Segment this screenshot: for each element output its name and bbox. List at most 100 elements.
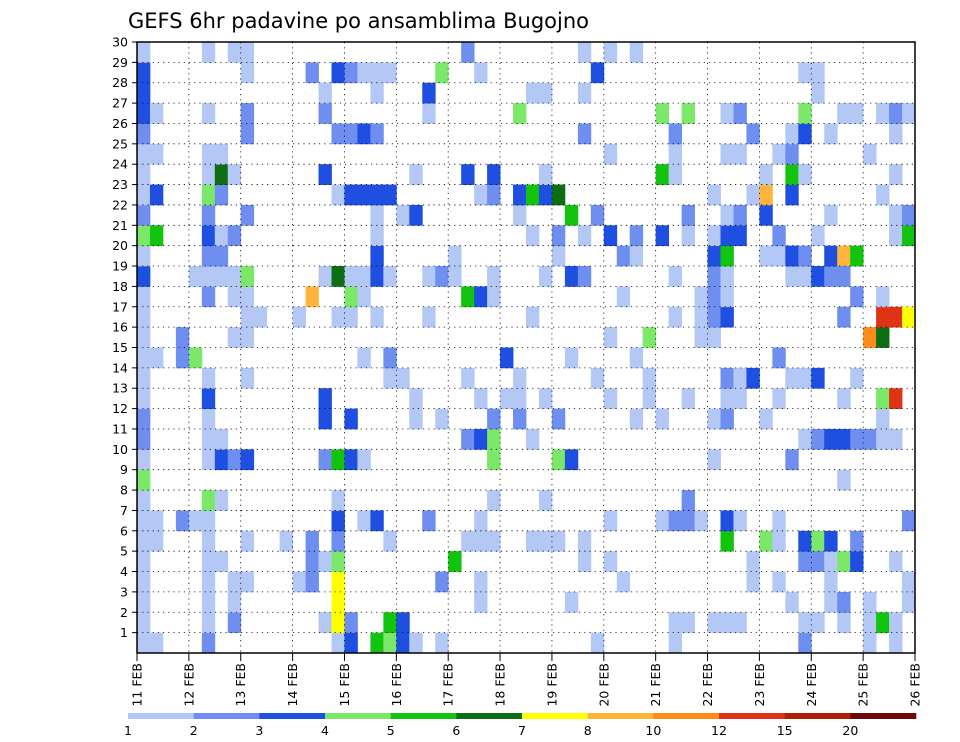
heatmap-cell [227, 225, 242, 247]
colorbar-swatch [456, 713, 523, 719]
y-tick-label: 13 [112, 381, 128, 396]
heatmap-cell [526, 428, 540, 450]
heatmap-cell [629, 408, 644, 430]
heatmap-cell [526, 530, 540, 552]
colorbar-swatch [390, 713, 457, 719]
x-tick-label: 22 FEB [700, 663, 715, 707]
heatmap-cell [733, 103, 747, 124]
heatmap-cell [811, 82, 825, 104]
heatmap-cell [344, 123, 358, 145]
y-tick-label: 23 [112, 177, 128, 192]
heatmap-cell [227, 42, 242, 63]
heatmap-cell [383, 184, 397, 206]
colorbar-swatch [784, 713, 851, 719]
heatmap-cell [629, 225, 644, 247]
heatmap-cell [668, 306, 682, 328]
heatmap-cell [188, 510, 203, 532]
heatmap-cell [214, 143, 229, 165]
heatmap-cell [137, 347, 151, 369]
heatmap-cell [863, 327, 877, 348]
heatmap-cell [396, 632, 410, 654]
heatmap-cell [720, 510, 734, 532]
heatmap-cell [772, 245, 786, 267]
heatmap-cell [318, 449, 332, 471]
y-tick-label: 18 [112, 279, 128, 294]
heatmap-cell [240, 204, 255, 226]
colorbar-label: 3 [255, 723, 263, 738]
heatmap-cell [435, 632, 449, 654]
heatmap-cell [201, 408, 216, 430]
heatmap-cell [149, 530, 164, 552]
heatmap-cell [201, 367, 216, 389]
heatmap-cell [396, 204, 410, 226]
heatmap-cell [331, 62, 345, 84]
heatmap-cell [137, 408, 151, 430]
heatmap-cell [720, 204, 734, 226]
x-tick-label: 21 FEB [648, 663, 663, 707]
heatmap-cell [850, 286, 864, 308]
heatmap-cell [681, 225, 695, 247]
heatmap-cell [344, 449, 358, 471]
colorbar-swatch [128, 713, 194, 719]
heatmap-cell [772, 388, 786, 409]
heatmap-cell [240, 530, 255, 552]
heatmap-cell [889, 225, 903, 247]
y-tick-label: 7 [120, 503, 128, 518]
x-tick-label: 19 FEB [544, 663, 559, 707]
heatmap-cell [149, 225, 164, 247]
heatmap-cell [137, 490, 151, 511]
heatmap-cell [772, 510, 786, 532]
y-tick-label: 30 [112, 35, 128, 50]
heatmap-cell [474, 62, 488, 84]
y-tick-label: 24 [112, 157, 128, 172]
heatmap-cell [902, 204, 916, 226]
heatmap-cell [137, 530, 151, 552]
heatmap-cell [137, 612, 151, 634]
heatmap-cell [720, 266, 734, 287]
heatmap-cell [668, 510, 682, 532]
heatmap-cell [798, 103, 812, 124]
heatmap-cell [681, 204, 695, 226]
heatmap-cell [201, 286, 216, 308]
heatmap-cell [746, 367, 760, 389]
y-tick-label: 12 [112, 401, 128, 416]
heatmap-cell [461, 367, 475, 389]
heatmap-cell [551, 449, 566, 471]
heatmap-cell [383, 347, 397, 369]
heatmap-cell [513, 388, 527, 409]
heatmap-cell [201, 449, 216, 471]
heatmap-cell [214, 551, 229, 572]
heatmap-cell [889, 632, 903, 654]
heatmap-cell [201, 510, 216, 532]
heatmap-cell [474, 184, 488, 206]
heatmap-cell [759, 245, 773, 267]
heatmap-cell [759, 204, 773, 226]
heatmap-cell [318, 103, 332, 124]
heatmap-cell [759, 184, 773, 206]
heatmap-cell [577, 551, 592, 572]
heatmap-cell [720, 225, 734, 247]
x-tick-label: 16 FEB [389, 663, 404, 707]
heatmap-cell [642, 388, 657, 409]
x-tick-label: 24 FEB [804, 663, 819, 707]
heatmap-cell [876, 184, 890, 206]
heatmap-cell [577, 530, 592, 552]
heatmap-cell [720, 245, 734, 267]
heatmap-cell [201, 428, 216, 450]
heatmap-cell [331, 551, 345, 572]
heatmap-cell [798, 551, 812, 572]
heatmap-cell [201, 591, 216, 613]
heatmap-cell [798, 123, 812, 145]
heatmap-cell [538, 490, 553, 511]
heatmap-cell [538, 388, 553, 409]
y-tick-label: 9 [120, 462, 128, 477]
x-tick-label: 20 FEB [596, 663, 611, 707]
heatmap-cell [137, 591, 151, 613]
heatmap-cell [331, 571, 345, 593]
heatmap-cell [357, 266, 371, 287]
heatmap-cell [227, 449, 242, 471]
heatmap-cell [746, 123, 760, 145]
colorbar-swatch [719, 713, 785, 719]
heatmap-cell [409, 408, 423, 430]
colorbar-label: 8 [584, 723, 592, 738]
